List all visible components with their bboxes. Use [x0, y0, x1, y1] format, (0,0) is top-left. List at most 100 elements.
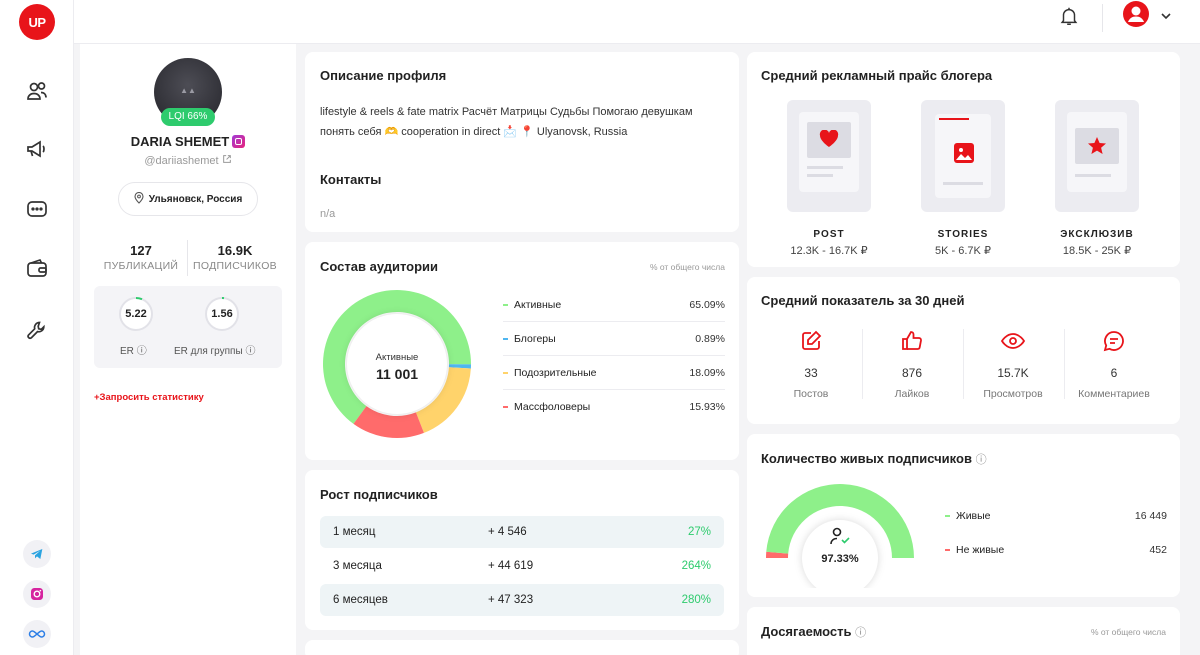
- metric-views: 15.7K Просмотров: [963, 329, 1063, 400]
- growth-row: 6 месяцев + 47 323 280%: [320, 584, 724, 616]
- metric-likes-value: 876: [901, 366, 923, 380]
- reach-card: Досягаемость ⓘ % от общего числа: [747, 607, 1180, 655]
- live-title-text: Количество живых подписчиков: [761, 451, 972, 466]
- legend-row: Активные 65.09%: [503, 288, 725, 322]
- price-title: Средний рекламный прайс блогера: [761, 68, 993, 83]
- infinity-icon[interactable]: [23, 620, 51, 648]
- er-ring: [119, 297, 153, 331]
- chat-icon[interactable]: [24, 197, 50, 223]
- divider: [1102, 4, 1103, 32]
- description-card: Описание профиля lifestyle & reels & fat…: [305, 52, 739, 232]
- growth-percent: 264%: [681, 560, 711, 572]
- er-value: 5.22: [125, 308, 147, 320]
- instagram-badge-icon: [232, 135, 246, 148]
- metric-posts-label: Постов: [793, 388, 829, 400]
- price-stories-title: STORIES: [937, 229, 989, 240]
- metrics-title: Средний показатель за 30 дней: [761, 293, 965, 308]
- metric-divider: [1064, 329, 1065, 399]
- description-text: lifestyle & reels & fate matrix Расчёт М…: [320, 106, 693, 138]
- instagram-icon[interactable]: [23, 580, 51, 608]
- location-text: Ульяновск, Россия: [148, 193, 243, 205]
- metric-likes: 876 Лайков: [862, 329, 962, 400]
- donut-segment: [323, 290, 471, 424]
- audience-subtitle: % от общего числа: [649, 262, 725, 272]
- image-icon: [953, 142, 975, 169]
- er-group-label: ER для группы ⓘ: [174, 342, 255, 357]
- er-label-text: ER: [120, 346, 134, 357]
- legend-value: 0.89%: [695, 332, 725, 345]
- heart-icon: [819, 129, 839, 153]
- profile-handle[interactable]: @dariiashemet: [80, 154, 296, 167]
- price-exclusive-illustration: [1055, 100, 1139, 212]
- legend-row: Массфоловеры 15.93%: [503, 390, 725, 424]
- chevron-down-icon[interactable]: [1160, 8, 1172, 20]
- gauge-center: 97.33%: [801, 526, 879, 565]
- audience-card: Состав аудитории % от общего числа Актив…: [305, 242, 739, 460]
- telegram-icon[interactable]: [23, 540, 51, 568]
- stats-divider: [187, 240, 188, 276]
- live-title: Количество живых подписчиков ⓘ: [761, 451, 987, 467]
- user-avatar-icon[interactable]: [1122, 0, 1150, 28]
- legend-row: Блогеры 0.89%: [503, 322, 725, 356]
- legend-value: 18.09%: [689, 366, 725, 379]
- metrics-card: Средний показатель за 30 дней 33 Постов …: [747, 277, 1180, 424]
- megaphone-icon[interactable]: [24, 136, 50, 162]
- live-dead-value: 452: [1149, 544, 1167, 556]
- info-icon[interactable]: ⓘ: [855, 627, 867, 639]
- users-icon[interactable]: [24, 78, 50, 104]
- info-icon[interactable]: ⓘ: [975, 454, 987, 466]
- metric-divider: [963, 329, 964, 399]
- legend-swatch: [503, 406, 508, 408]
- live-legend-swatch: [945, 549, 950, 551]
- metric-divider: [862, 329, 863, 399]
- logo[interactable]: UP: [19, 4, 55, 40]
- growth-row: 3 месяца + 44 619 264%: [320, 550, 724, 582]
- profile-name-text: DARIA SHEMET: [130, 134, 230, 149]
- bell-icon[interactable]: [1058, 4, 1080, 28]
- legend-row: Подозрительные 18.09%: [503, 356, 725, 390]
- metric-comments: 6 Комментариев: [1064, 329, 1164, 400]
- gauge-dead-segment: [766, 551, 789, 558]
- profile-card: ▲▲ LQI 66% DARIA SHEMET @dariiashemet Ул…: [80, 44, 296, 655]
- growth-card: Рост подписчиков 1 месяц + 4 546 27% 3 м…: [305, 470, 739, 630]
- info-icon[interactable]: ⓘ: [245, 346, 256, 357]
- donut-segment: [415, 367, 471, 433]
- price-post-range: 12.3K - 16.7K ₽: [790, 245, 868, 257]
- legend-swatch: [503, 337, 508, 340]
- reach-title: Досягаемость ⓘ: [761, 624, 866, 640]
- avatar-logo-icon: ▲▲: [180, 86, 196, 95]
- er-label: ER ⓘ: [120, 342, 147, 357]
- profile-handle-text[interactable]: @dariiashemet: [144, 155, 219, 167]
- growth-percent: 280%: [681, 594, 711, 606]
- posts-count: 127: [130, 243, 152, 258]
- profile-name: DARIA SHEMET: [80, 134, 296, 149]
- request-stats-link[interactable]: +Запросить статистику: [94, 392, 204, 403]
- price-post-illustration: [787, 100, 871, 212]
- metric-views-value: 15.7K: [997, 366, 1029, 380]
- next-card: [305, 640, 739, 655]
- reach-title-text: Досягаемость: [761, 624, 852, 639]
- wallet-icon[interactable]: [24, 256, 50, 282]
- live-legend-swatch: [945, 515, 950, 517]
- wrench-icon[interactable]: [24, 318, 50, 344]
- user-check-icon: [801, 526, 879, 551]
- metric-posts: 33 Постов: [761, 329, 861, 400]
- metric-views-label: Просмотров: [983, 388, 1043, 400]
- legend-value: 15.93%: [689, 401, 725, 413]
- donut-center: Активные 11 001: [356, 352, 438, 382]
- metric-posts-value: 33: [804, 366, 818, 380]
- description-title: Описание профиля: [320, 68, 447, 83]
- price-stories-range: 5K - 6.7K ₽: [935, 245, 991, 257]
- price-post-title: POST: [813, 229, 845, 240]
- donut-center-value: 11 001: [375, 366, 419, 382]
- external-link-icon[interactable]: [222, 155, 232, 167]
- gauge-alive-segment: [766, 483, 914, 558]
- growth-period: 3 месяца: [333, 560, 382, 572]
- posts-label: ПУБЛИКАЦИЙ: [103, 260, 179, 272]
- thumbs-up-icon: [862, 329, 962, 358]
- top-bar: [74, 0, 1200, 44]
- growth-title: Рост подписчиков: [320, 487, 438, 502]
- info-icon[interactable]: ⓘ: [136, 346, 147, 357]
- growth-count: + 4 546: [488, 526, 527, 538]
- price-card: Средний рекламный прайс блогера POST 12.…: [747, 52, 1180, 267]
